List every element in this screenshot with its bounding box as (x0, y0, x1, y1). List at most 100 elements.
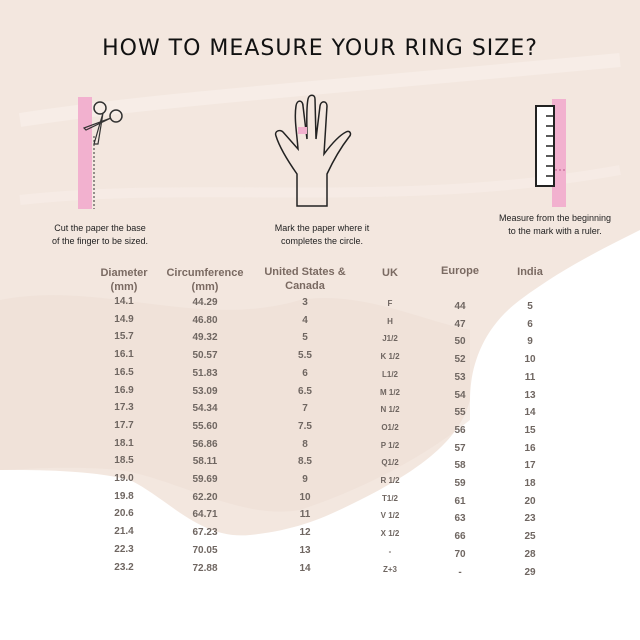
cell-india: 20 (524, 495, 536, 507)
header-line: (mm) (110, 281, 138, 293)
cell-india: 10 (524, 354, 536, 366)
cell-diameter: 19.0 (114, 473, 134, 484)
cell-us: 5 (302, 332, 308, 344)
header-line: Europe (441, 265, 479, 277)
cell-us: 8 (302, 438, 308, 450)
cell-diameter: 18.5 (114, 455, 134, 467)
header-diameter: Diameter (mm) (74, 266, 174, 294)
cell-india: 23 (524, 513, 536, 525)
cell-us: 7.5 (298, 420, 312, 432)
cell-diameter: 23.2 (114, 561, 134, 573)
cell-india: 6 (527, 318, 533, 330)
cell-india: 13 (524, 389, 536, 401)
cell-uk: R 1/2 (380, 476, 400, 485)
cell-europe: 63 (454, 513, 466, 525)
cell-india: 11 (524, 371, 536, 383)
cell-circumference: 46.80 (192, 314, 218, 326)
hand-icon (274, 94, 352, 207)
cell-diameter: 17.7 (114, 419, 134, 431)
cell-circumference: 44.29 (192, 297, 218, 308)
step-2-caption: Mark the paper where it completes the ci… (257, 222, 387, 248)
caption-line: of the finger to be sized. (51, 236, 149, 246)
cell-us: 6 (302, 367, 308, 379)
cell-uk: P 1/2 (380, 440, 400, 450)
cell-circumference: 50.57 (192, 350, 218, 362)
cell-uk: V 1/2 (380, 511, 400, 521)
header-us-canada: United States & Canada (255, 265, 355, 293)
cell-europe: 70 (454, 548, 466, 560)
cell-circumference: 72.88 (192, 562, 218, 574)
cell-circumference: 59.69 (192, 474, 218, 485)
step-3-caption: Measure from the beginning to the mark w… (485, 212, 625, 238)
cell-uk: Q1/2 (381, 458, 399, 468)
cell-europe: 44 (454, 301, 466, 312)
scissors-paper-icon (78, 97, 123, 209)
cell-uk: K 1/2 (380, 352, 400, 362)
caption-line: to the mark with a ruler. (508, 226, 602, 236)
header-line: UK (382, 267, 398, 279)
cell-circumference: 70.05 (192, 544, 218, 556)
cell-europe: 56 (454, 424, 466, 436)
caption-line: Mark the paper where it (274, 223, 370, 233)
cell-india: 16 (524, 442, 536, 454)
cell-uk: X 1/2 (380, 529, 400, 539)
cell-europe: 47 (454, 318, 466, 330)
cell-uk: H (387, 316, 393, 326)
cell-india: 25 (524, 531, 536, 543)
step-1-caption: Cut the paper the base of the finger to … (40, 222, 160, 248)
cell-europe: 57 (454, 442, 466, 454)
cell-india: 5 (527, 301, 533, 312)
cell-diameter: 16.1 (114, 349, 134, 361)
cell-uk: F (387, 299, 393, 308)
cell-diameter: 20.6 (114, 508, 134, 520)
cell-europe: 54 (454, 389, 466, 401)
header-uk: UK (340, 266, 440, 280)
header-circumference: Circumference (mm) (155, 266, 255, 294)
cell-diameter: 21.4 (114, 526, 134, 538)
cell-india: 28 (524, 548, 536, 560)
cell-europe: 50 (454, 336, 466, 348)
cell-diameter: 14.1 (114, 296, 134, 307)
cell-europe: 61 (454, 495, 466, 507)
header-line: Canada (285, 280, 325, 292)
cell-india: 15 (524, 424, 536, 436)
cell-diameter: 18.1 (114, 437, 134, 449)
cell-uk: - (388, 546, 392, 556)
cell-us: 9 (302, 474, 308, 485)
cell-europe: - (458, 566, 462, 578)
page-title: HOW TO MEASURE YOUR RING SIZE? (102, 36, 538, 61)
cell-circumference: 62.20 (192, 491, 218, 503)
cell-diameter: 16.5 (114, 366, 134, 378)
cell-uk: J1/2 (382, 334, 398, 344)
header-line: (mm) (191, 281, 219, 293)
header-europe: Europe (410, 264, 510, 278)
cell-circumference: 51.83 (192, 367, 218, 379)
cell-us: 14 (299, 562, 311, 574)
cell-india: 29 (524, 566, 536, 578)
cell-us: 13 (299, 544, 311, 556)
cell-circumference: 64.71 (192, 509, 218, 521)
cell-india: 9 (527, 336, 533, 348)
cell-uk: Z+3 (382, 564, 397, 574)
caption-line: Cut the paper the base (54, 223, 146, 233)
cell-circumference: 54.34 (192, 403, 218, 415)
cell-uk: T1/2 (381, 493, 398, 503)
header-line: United States & (264, 266, 346, 278)
cell-diameter: 14.9 (114, 313, 134, 325)
cell-us: 5.5 (298, 350, 312, 362)
cell-uk: O1/2 (381, 422, 399, 432)
cell-diameter: 17.3 (114, 402, 134, 414)
cell-circumference: 49.32 (192, 332, 218, 344)
ruler-paper-icon (535, 99, 566, 207)
cell-circumference: 58.11 (192, 456, 218, 468)
cell-europe: 58 (454, 460, 466, 472)
cell-diameter: 22.3 (114, 543, 134, 555)
cell-europe: 59 (454, 478, 466, 489)
cell-uk: M 1/2 (379, 387, 400, 397)
cell-europe: 55 (454, 407, 466, 419)
cell-india: 14 (524, 407, 536, 419)
caption-line: completes the circle. (280, 236, 364, 246)
cell-india: 18 (524, 478, 536, 489)
header-line: India (517, 266, 543, 278)
